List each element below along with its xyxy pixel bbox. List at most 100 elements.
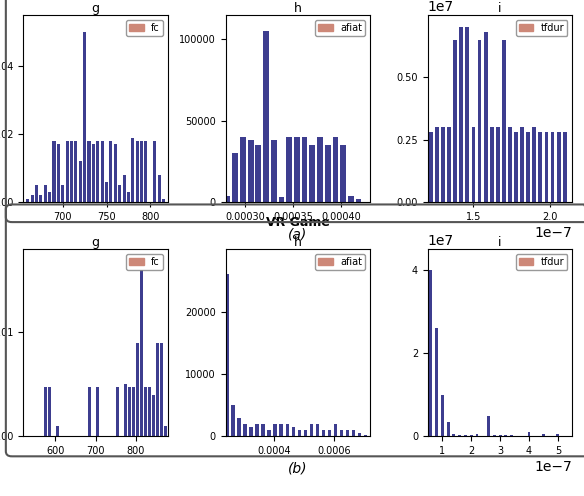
- Bar: [317, 137, 323, 202]
- Legend: tfdur: tfdur: [516, 254, 568, 270]
- Bar: [267, 430, 271, 436]
- Legend: afiat: afiat: [315, 254, 365, 270]
- Bar: [520, 127, 524, 202]
- Bar: [127, 192, 130, 202]
- Bar: [544, 132, 548, 202]
- Bar: [100, 141, 104, 202]
- Text: (b): (b): [288, 461, 308, 475]
- Bar: [286, 424, 289, 436]
- Bar: [152, 395, 155, 436]
- Bar: [356, 199, 361, 202]
- Bar: [74, 141, 78, 202]
- Bar: [484, 32, 488, 202]
- Bar: [429, 270, 432, 436]
- Bar: [464, 435, 467, 436]
- Title: i: i: [498, 2, 502, 15]
- Bar: [65, 141, 69, 202]
- Bar: [333, 424, 338, 436]
- Bar: [279, 197, 284, 202]
- Bar: [471, 127, 475, 202]
- Bar: [493, 435, 496, 436]
- Bar: [248, 140, 253, 202]
- Bar: [441, 127, 445, 202]
- Title: i: i: [498, 236, 502, 249]
- Bar: [332, 137, 338, 202]
- Bar: [470, 435, 472, 436]
- Bar: [30, 195, 34, 202]
- Bar: [26, 199, 29, 202]
- Bar: [358, 434, 361, 436]
- Bar: [538, 132, 543, 202]
- Bar: [148, 386, 151, 436]
- Bar: [325, 145, 331, 202]
- Bar: [262, 424, 265, 436]
- Bar: [225, 274, 229, 436]
- Bar: [346, 430, 349, 436]
- Bar: [165, 426, 167, 436]
- Bar: [475, 434, 478, 436]
- Bar: [88, 386, 91, 436]
- Bar: [453, 434, 456, 436]
- Bar: [153, 141, 157, 202]
- Bar: [244, 424, 247, 436]
- Bar: [116, 386, 119, 436]
- Bar: [481, 435, 484, 436]
- Bar: [96, 386, 99, 436]
- Bar: [53, 141, 55, 202]
- Bar: [273, 424, 277, 436]
- Bar: [526, 132, 530, 202]
- Bar: [447, 127, 451, 202]
- Title: h: h: [294, 2, 302, 15]
- Bar: [158, 175, 161, 202]
- Bar: [140, 141, 143, 202]
- Bar: [429, 132, 433, 202]
- Title: g: g: [92, 2, 100, 15]
- Bar: [109, 141, 113, 202]
- Bar: [44, 185, 47, 202]
- Bar: [231, 405, 235, 436]
- Bar: [44, 386, 47, 436]
- Bar: [514, 132, 518, 202]
- Title: g: g: [92, 236, 100, 249]
- Legend: tfdur: tfdur: [516, 20, 568, 36]
- Bar: [131, 137, 134, 202]
- Bar: [162, 199, 165, 202]
- Bar: [232, 153, 238, 202]
- Bar: [441, 395, 444, 436]
- Bar: [61, 185, 64, 202]
- Legend: fc: fc: [126, 254, 163, 270]
- Bar: [48, 192, 51, 202]
- Bar: [255, 145, 261, 202]
- Bar: [364, 435, 367, 436]
- Bar: [114, 144, 117, 202]
- Title: h: h: [294, 236, 302, 249]
- Bar: [453, 40, 457, 202]
- Bar: [118, 185, 121, 202]
- Bar: [133, 386, 135, 436]
- Bar: [237, 418, 241, 436]
- Bar: [310, 424, 313, 436]
- Bar: [460, 27, 463, 202]
- Bar: [255, 424, 259, 436]
- Bar: [271, 140, 277, 202]
- Bar: [83, 32, 86, 202]
- Bar: [465, 27, 470, 202]
- Bar: [136, 343, 139, 436]
- Bar: [328, 430, 331, 436]
- Bar: [557, 132, 561, 202]
- Bar: [502, 40, 506, 202]
- Bar: [128, 386, 131, 436]
- Bar: [542, 434, 545, 436]
- Bar: [57, 144, 60, 202]
- Bar: [249, 427, 253, 436]
- Bar: [499, 435, 502, 436]
- Bar: [140, 270, 143, 436]
- Bar: [48, 386, 51, 436]
- Bar: [490, 127, 493, 202]
- Bar: [302, 137, 307, 202]
- Text: VR Game: VR Game: [266, 216, 330, 229]
- Bar: [340, 145, 346, 202]
- Bar: [286, 137, 292, 202]
- Bar: [70, 141, 73, 202]
- Bar: [123, 175, 126, 202]
